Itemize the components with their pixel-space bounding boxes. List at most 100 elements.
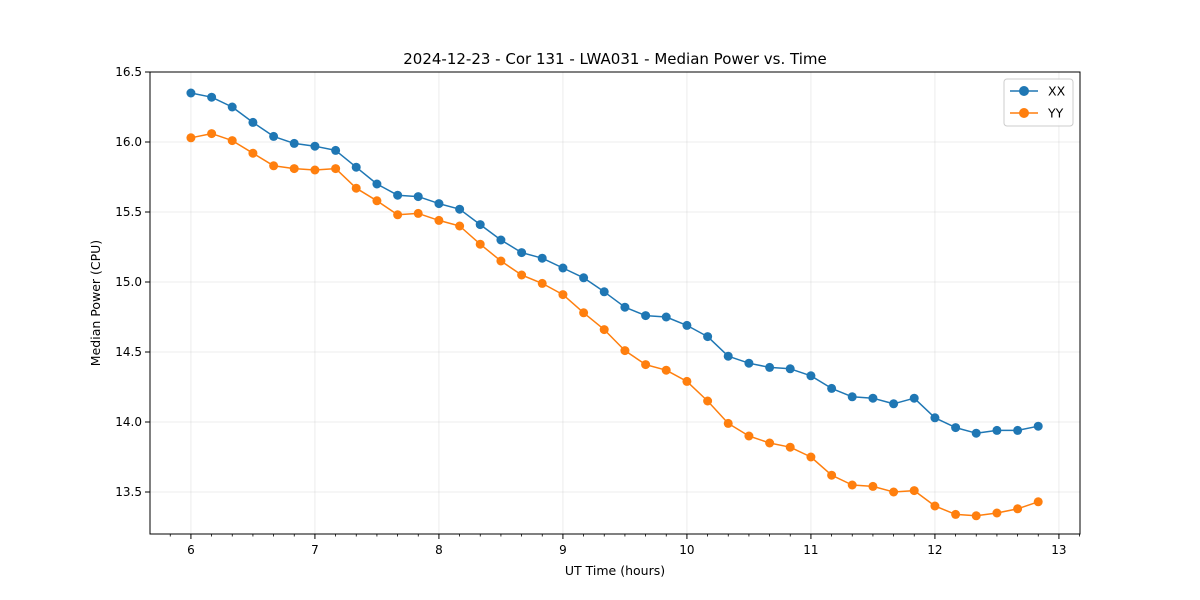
series-point-xx [537,253,547,263]
series-point-yy [393,210,403,220]
series-point-yy [930,501,940,511]
series-point-yy [434,215,444,225]
series-point-xx [558,263,568,273]
series-point-xx [227,102,237,112]
legend: XX YY [1003,78,1074,127]
series-point-yy [847,480,857,490]
series-point-xx [599,287,609,297]
series-point-xx [413,192,423,202]
series-point-xx [393,190,403,200]
series-point-yy [723,418,733,428]
series-point-xx [723,351,733,361]
series-point-yy [331,164,341,174]
series-point-xx [331,145,341,155]
series-point-xx [310,141,320,151]
y-tick-label-14.5: 14.5 [115,345,142,359]
series-point-yy [310,165,320,175]
series-point-xx [372,179,382,189]
series-point-yy [620,346,630,356]
series-point-yy [889,487,899,497]
series-point-xx [620,302,630,312]
series-point-xx [909,393,919,403]
series-point-xx [847,392,857,402]
series-point-xx [868,393,878,403]
series-point-yy [227,136,237,146]
series-point-yy [599,325,609,335]
y-axis-title: Median Power (CPU) [88,240,103,366]
series-point-yy [785,442,795,452]
x-tick-label-11: 11 [803,543,818,557]
series-point-yy [413,208,423,218]
y-tick-label-16.5: 16.5 [115,65,142,79]
series-point-xx [207,92,217,102]
series-point-yy [207,129,217,139]
series-point-yy [475,239,485,249]
chart-title: 2024-12-23 - Cor 131 - LWA031 - Median P… [403,50,827,68]
series-point-xx [806,371,816,381]
legend-marker-yy [1019,108,1029,118]
series-point-xx [475,220,485,230]
series-point-yy [517,270,527,280]
series-point-yy [992,508,1002,518]
series-point-xx [827,383,837,393]
series-point-xx [930,413,940,423]
series-point-yy [186,133,196,143]
series-point-xx [889,399,899,409]
series-point-xx [951,423,961,433]
series-point-xx [351,162,361,172]
series-point-yy [558,290,568,300]
series-point-yy [537,278,547,288]
series-point-xx [785,364,795,374]
series-point-yy [806,452,816,462]
x-tick-label-7: 7 [311,543,319,557]
y-tick-label-15: 15.0 [115,275,142,289]
y-tick-label-16: 16.0 [115,135,142,149]
series-point-yy [248,148,258,158]
series-point-xx [661,312,671,322]
series-point-xx [682,320,692,330]
series-point-xx [434,199,444,209]
y-tick-label-14: 14.0 [115,415,142,429]
x-tick-label-13: 13 [1051,543,1066,557]
series-point-xx [455,204,465,214]
series-point-xx [269,131,279,141]
series-point-yy [868,481,878,491]
series-point-yy [496,256,506,266]
series-point-yy [661,365,671,375]
series-point-yy [703,396,713,406]
series-group [186,88,1043,521]
series-point-xx [517,248,527,258]
series-point-yy [1033,497,1043,507]
series-point-xx [496,235,506,245]
x-tick-label-10: 10 [679,543,694,557]
plot-frame [149,71,1081,535]
axis-ticks: 6 7 8 9 10 11 12 13 13.5 14.0 14.5 15.0 15.5 16.0 16.5 [115,65,1080,557]
series-point-xx [186,88,196,98]
series-point-xx [765,362,775,372]
series-point-xx [1013,425,1023,435]
series-point-yy [744,431,754,441]
series-point-yy [827,470,837,480]
legend-marker-xx [1019,86,1029,96]
series-point-yy [971,511,981,521]
series-point-xx [1033,421,1043,431]
series-point-yy [641,360,651,370]
series-point-yy [682,376,692,386]
series-point-xx [971,428,981,438]
series-point-yy [289,164,299,174]
y-tick-label-13.5: 13.5 [115,485,142,499]
x-tick-label-8: 8 [435,543,443,557]
series-point-yy [579,308,589,318]
series-point-yy [372,196,382,206]
series-point-xx [703,332,713,342]
series-point-yy [765,438,775,448]
series-point-yy [909,486,919,496]
series-point-xx [248,117,258,127]
legend-label-yy: YY [1047,106,1064,121]
x-tick-label-6: 6 [187,543,195,557]
series-point-yy [351,183,361,193]
series-point-xx [289,138,299,148]
x-tick-label-9: 9 [559,543,567,557]
